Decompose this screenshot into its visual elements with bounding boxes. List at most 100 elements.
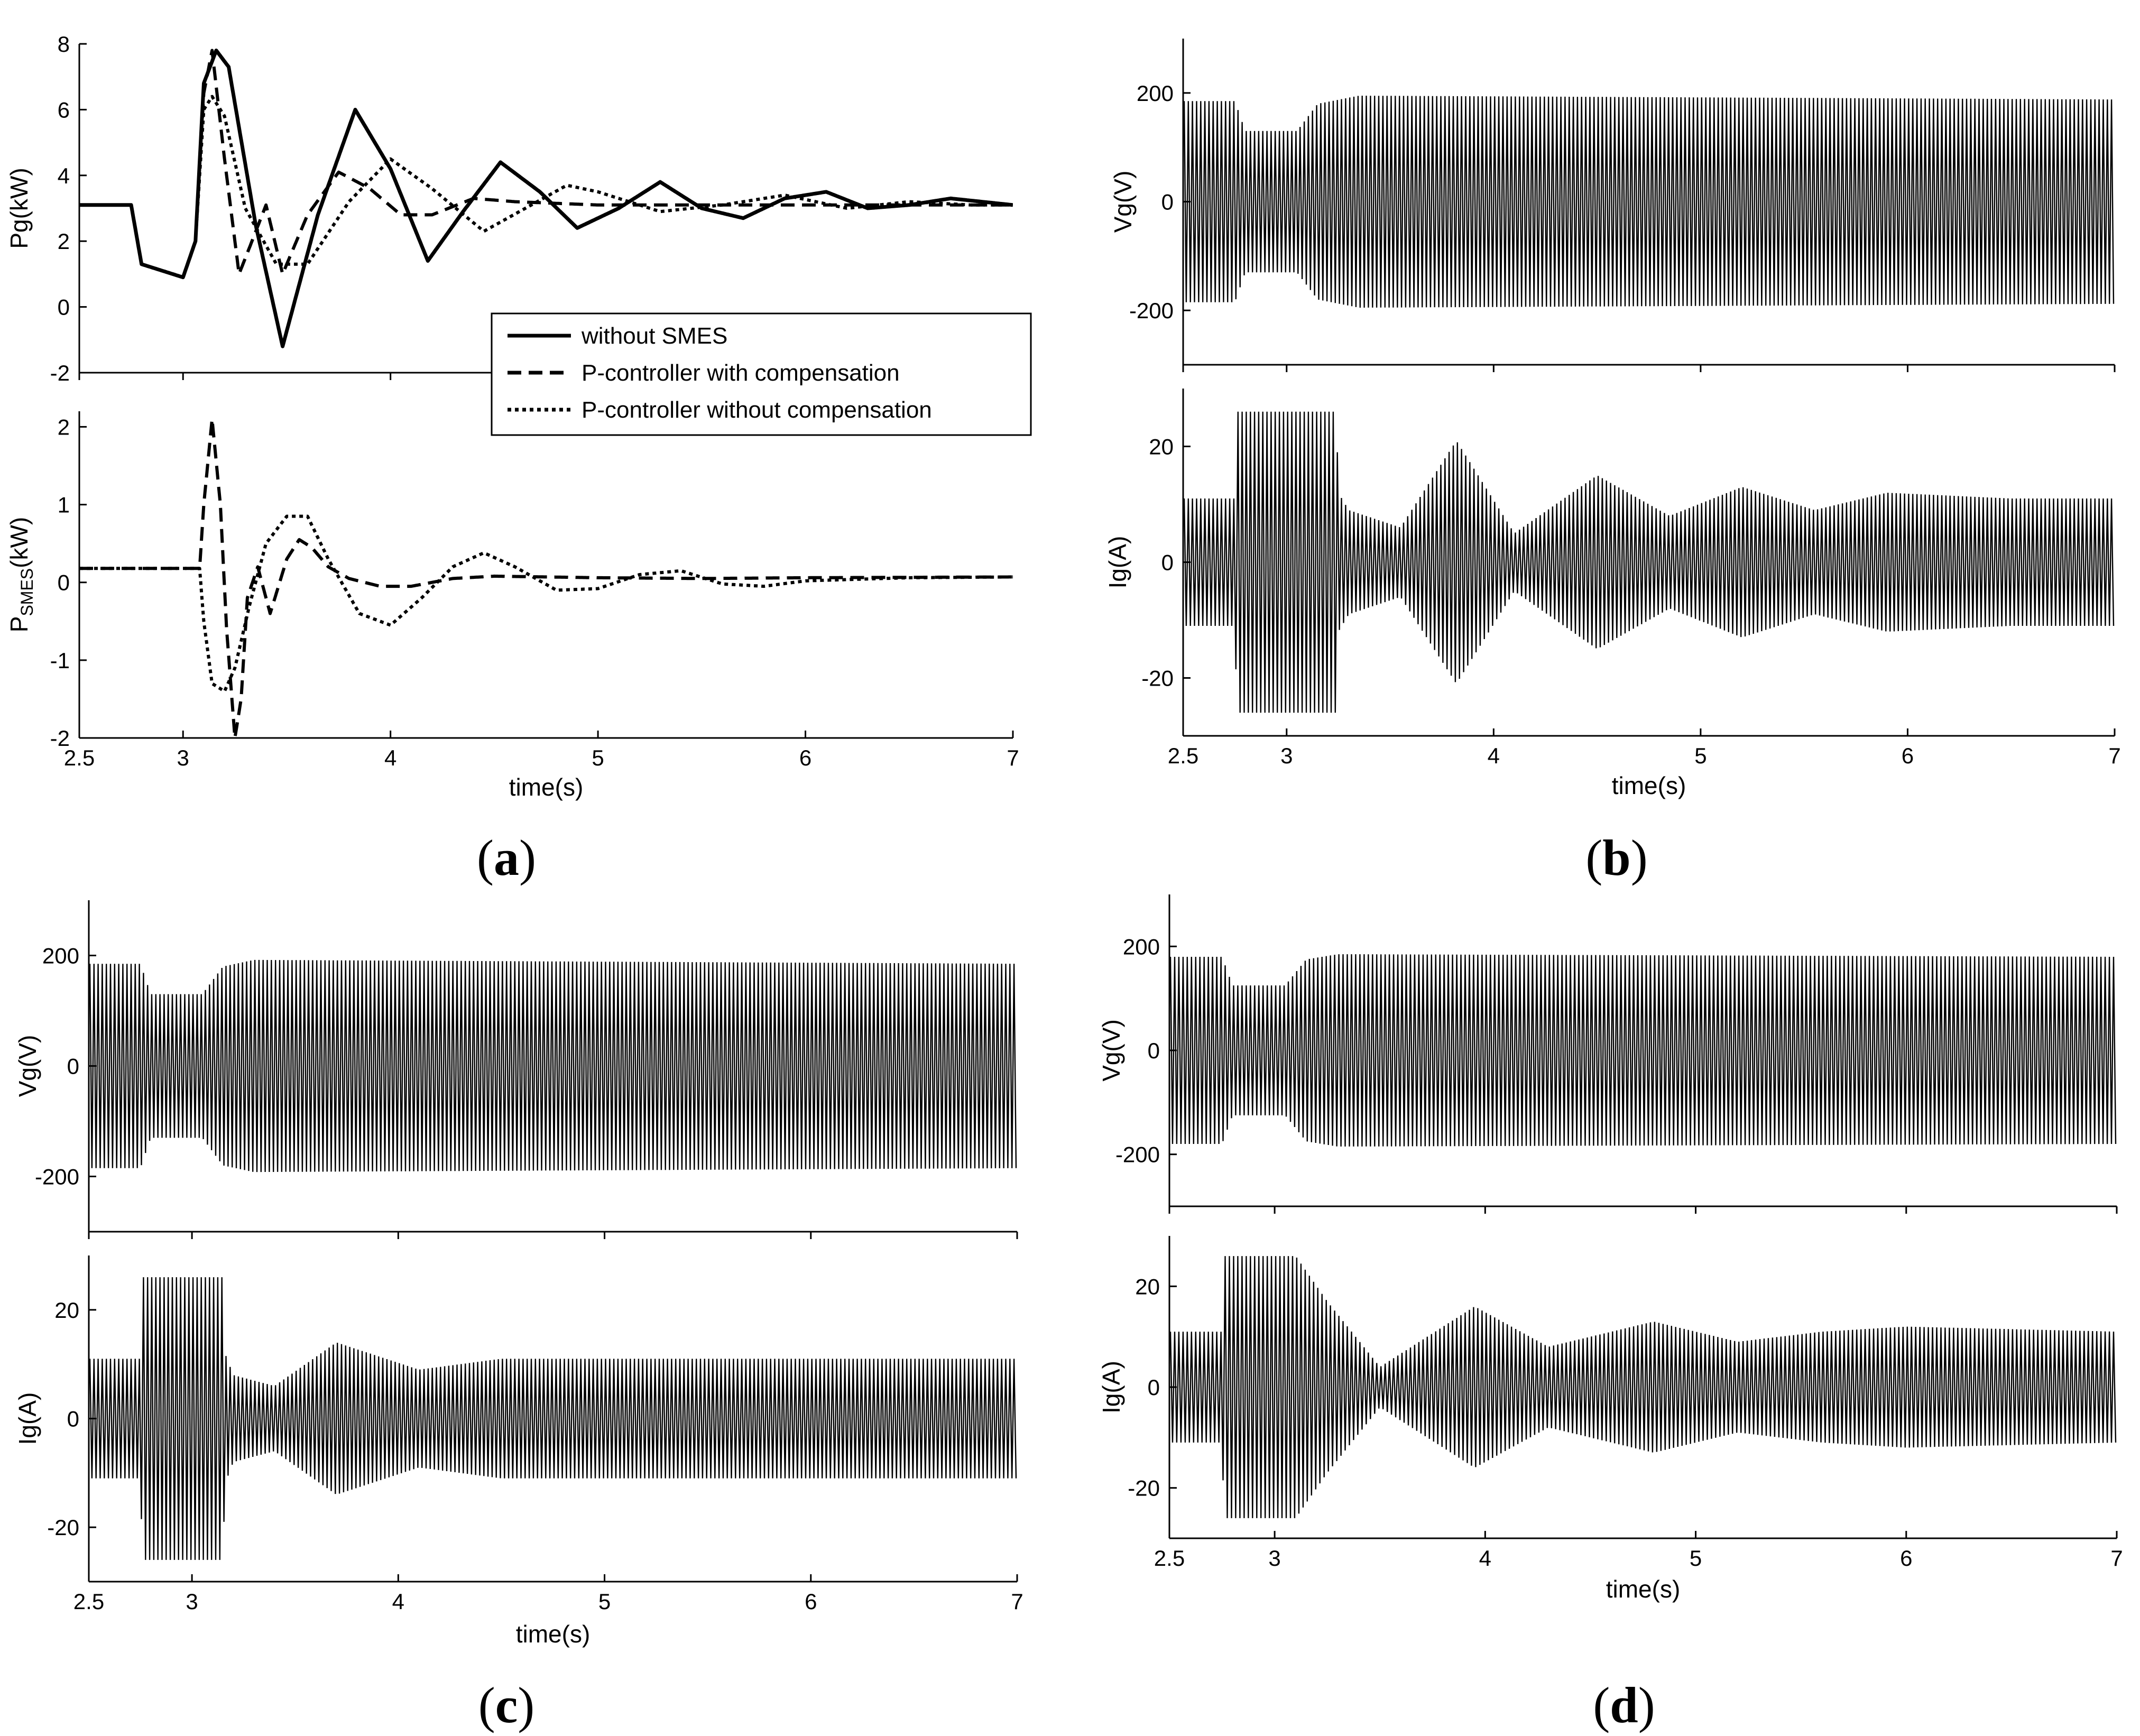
y-tick-label: 2 [58,229,70,254]
plot-area [79,417,1013,739]
legend-box [491,312,1032,436]
x-tick-label: 7 [1011,1589,1023,1614]
y-tick-label: 4 [58,163,70,188]
series-line-dashed [79,417,1013,739]
y-tick-label: 20 [1149,435,1174,459]
panel-label-b: (b) [1585,829,1647,886]
x-tick-label: 4 [384,745,396,770]
y-tick-label: -200 [1115,1142,1160,1167]
chart-d-bottom: -20 0 20 2.5 3 4 5 6 7 time(s) Ig(A) [1097,1236,2123,1603]
waveform-line [1183,411,2115,713]
x-axis-label: time(s) [509,773,584,801]
chart-b-top: -200 0 200 Vg(V) [1109,39,2116,372]
y-tick-label: 0 [58,295,70,320]
series-line-dashed [79,49,1013,279]
plot-area [1169,954,2117,1147]
y-tick-label: 0 [67,1054,79,1079]
y-tick-label: 1 [58,493,70,518]
y-tick-label: -2 [50,361,70,385]
x-tick-label: 3 [1280,743,1293,768]
y-axis-label: Ig(A) [14,1392,41,1445]
x-tick-label: 5 [1694,743,1707,768]
y-axis-label: Pg(kW) [5,168,33,248]
x-axis-label: time(s) [1606,1575,1681,1603]
x-tick-label: 5 [592,745,604,770]
y-tick-label: -1 [50,648,70,673]
y-axis-label: PSMES(kW) [5,517,36,632]
panel-label-d: (d) [1593,1677,1655,1733]
y-tick-label: -20 [1141,666,1174,691]
x-tick-label: 3 [1268,1546,1280,1571]
x-tick-label: 4 [1488,743,1500,768]
x-tick-label: 6 [805,1589,817,1614]
chart-b-bottom: -20 0 20 2.5 3 4 5 6 7 time(s) Ig(A) [1104,389,2121,799]
x-tick-label: 3 [177,745,189,770]
y-tick-label: -200 [35,1165,79,1189]
y-tick-label: 0 [1148,1038,1160,1063]
panel-label-a: (a) [477,829,536,886]
chart-a-top: -2 0 2 4 6 8 Pg(kW) without SMES P-controller wi… [5,32,1032,436]
x-tick-label: 6 [799,745,811,770]
y-tick-label: 0 [1148,1375,1160,1400]
y-axis-label: Vg(V) [14,1035,41,1097]
chart-c-bottom: -20 0 20 2.5 3 4 5 6 7 time(s) Ig(A) [14,1255,1023,1648]
plot-area [1183,411,2115,713]
y-tick-label: 0 [67,1407,79,1432]
x-tick-label: 2.5 [73,1589,104,1614]
y-axis-label: Vg(V) [1109,171,1137,233]
y-axis-label: Ig(A) [1097,1361,1125,1414]
x-tick-label: 6 [1900,1546,1912,1571]
x-tick-label: 2.5 [64,745,95,770]
y-tick-label: 200 [1123,934,1160,959]
x-tick-label: 5 [1690,1546,1702,1571]
legend-entry: without SMES [581,323,727,349]
y-tick-label: 0 [58,570,70,595]
x-tick-label: 6 [1902,743,1914,768]
y-tick-label: 0 [1161,550,1174,575]
chart-d-top: -200 0 200 Vg(V) [1097,894,2118,1214]
x-tick-label: 7 [2108,743,2120,768]
legend: without SMES P-controller with compensati… [491,312,1032,436]
y-tick-label: 200 [42,944,79,968]
waveform-line [89,1277,1017,1560]
y-tick-label: -200 [1129,298,1174,323]
x-axis-label: time(s) [516,1620,591,1648]
plot-area [89,959,1017,1172]
plot-area [1183,95,2115,308]
waveform-line [1169,1256,2117,1518]
x-tick-label: 3 [186,1589,198,1614]
legend-entry: P-controller with compensation [582,360,900,386]
plot-area [79,48,1013,348]
waveform-line [1169,954,2117,1147]
y-axis-label: Ig(A) [1104,536,1131,589]
plot-area [89,1277,1017,1560]
y-tick-label: -20 [1128,1476,1160,1501]
y-axis-label: Vg(V) [1097,1019,1125,1082]
y-tick-label: 6 [58,97,70,122]
panel-label-c: (c) [478,1677,535,1733]
x-tick-label: 5 [598,1589,611,1614]
y-tick-label: 8 [58,32,70,57]
y-tick-label: 20 [1135,1274,1160,1299]
series-line-dotted [79,514,1013,693]
chart-c-top: -200 0 200 Vg(V) [14,900,1018,1239]
y-tick-label: 2 [58,414,70,439]
y-tick-label: 200 [1137,81,1174,106]
x-tick-label: 7 [1007,745,1019,770]
waveform-line [1183,95,2115,308]
x-tick-label: 2.5 [1154,1546,1185,1571]
y-tick-label: -2 [50,726,70,751]
y-tick-label: -20 [47,1515,79,1540]
x-axis-label: time(s) [1612,772,1686,799]
chart-a-bottom: -2 -1 0 1 2 2.5 3 4 5 6 7 time(s) PSMES(kW) [5,411,1019,801]
y-tick-label: 0 [1161,190,1174,215]
legend-entry: P-controller without compensation [582,397,932,423]
x-tick-label: 7 [2110,1546,2123,1571]
y-tick-label: 20 [54,1298,79,1323]
waveform-line [89,959,1017,1172]
plot-area [1169,1256,2117,1518]
x-tick-label: 2.5 [1168,743,1198,768]
x-tick-label: 4 [392,1589,404,1614]
series-line-dotted [79,95,1013,279]
